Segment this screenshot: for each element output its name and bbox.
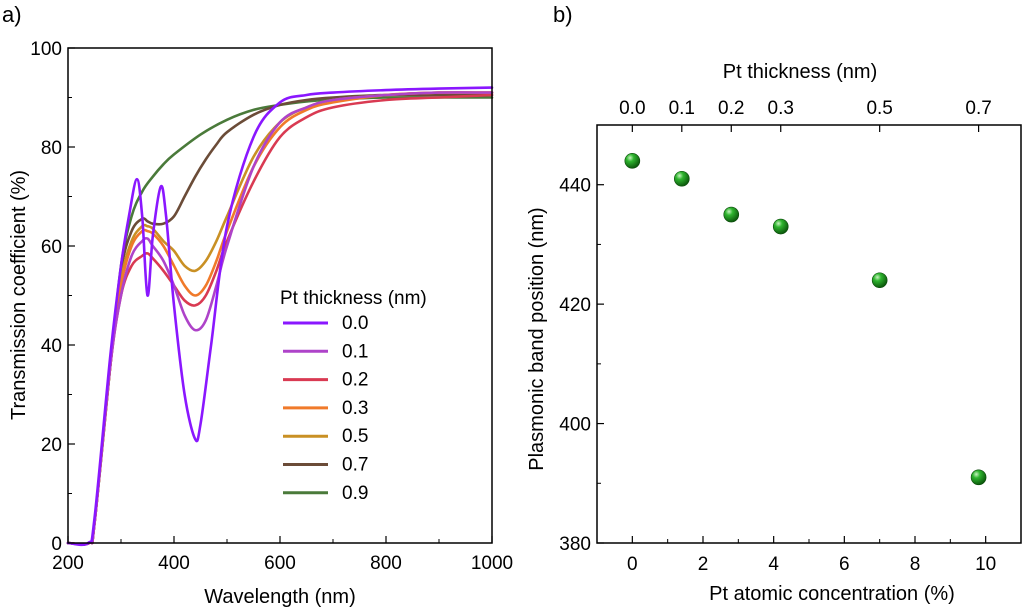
transmission-y-tick-label: 60 <box>41 237 62 258</box>
series-line-0.1 <box>66 91 494 546</box>
plasmon-x-tick-label: 6 <box>839 554 850 575</box>
transmission-y-tick-label: 0 <box>51 534 62 555</box>
plasmon-x-tick-label: 2 <box>698 554 709 575</box>
transmission-axis-ticks: 200 400 600 800 1000 0 20 40 60 80 100 <box>30 39 513 574</box>
panel-a-label: a) <box>2 2 22 27</box>
scatter-point <box>970 469 987 486</box>
plasmon-y-tick-label: 380 <box>559 534 591 555</box>
plasmon-y-tick-label: 400 <box>559 415 591 436</box>
plasmon-top-axis-label: Pt thickness (nm) <box>723 61 877 83</box>
transmission-y-tick-label: 40 <box>41 336 62 357</box>
legend-entry-label: 0.2 <box>342 370 368 391</box>
transmission-y-tick-label: 20 <box>41 435 62 456</box>
transmission-y-tick-label: 100 <box>30 39 62 60</box>
scatter-point <box>723 206 740 223</box>
transmission-y-axis-label: Transmission coefficient (%) <box>8 170 30 420</box>
scatter-point <box>772 218 789 235</box>
series-line-0.0 <box>66 86 494 547</box>
transmission-plot-frame <box>67 47 493 544</box>
legend-entry-label: 0.1 <box>342 341 368 362</box>
scatter-point <box>871 272 888 289</box>
plasmon-top-tick-label: 0.0 <box>619 98 645 119</box>
plasmon-y-axis-label: Plasmonic band position (nm) <box>526 207 548 470</box>
series-line-0.9 <box>66 96 494 546</box>
series-line-0.7 <box>66 93 494 546</box>
legend-title: Pt thickness (nm) <box>280 288 427 309</box>
transmission-x-tick-label: 400 <box>158 553 190 574</box>
panel-b-label: b) <box>553 2 573 27</box>
plasmon-top-tick-label: 0.3 <box>768 98 794 119</box>
transmission-legend: Pt thickness (nm) 0.0 0.1 0.2 0.3 0.5 0.7 0.9 <box>280 288 427 504</box>
plasmon-x-tick-label: 8 <box>910 554 921 575</box>
plasmon-top-tick-label: 0.5 <box>866 98 892 119</box>
plasmon-y-tick-label: 420 <box>559 295 591 316</box>
transmission-x-tick-label: 800 <box>370 553 402 574</box>
scatter-point <box>624 153 641 169</box>
transmission-x-tick-label: 600 <box>264 553 296 574</box>
transmission-x-tick-label: 200 <box>52 553 84 574</box>
plasmon-top-tick-label: 0.7 <box>965 98 991 119</box>
legend-entry-label: 0.0 <box>342 313 368 334</box>
plasmon-x-tick-label: 0 <box>627 554 638 575</box>
plasmon-data-points <box>624 153 987 486</box>
series-line-0.2 <box>66 93 494 546</box>
plasmon-plot-frame <box>596 124 1022 544</box>
legend-entry-label: 0.5 <box>342 426 368 447</box>
plasmon-top-tick-label: 0.2 <box>718 98 744 119</box>
transmission-y-tick-label: 80 <box>41 138 62 159</box>
legend-entry-label: 0.3 <box>342 398 368 419</box>
plasmon-top-tick-label: 0.1 <box>669 98 695 119</box>
legend-entry-label: 0.9 <box>342 483 368 504</box>
scatter-point <box>673 170 690 187</box>
plasmon-x-tick-label: 10 <box>975 554 996 575</box>
series-line-0.5 <box>66 91 494 546</box>
legend-entry-label: 0.7 <box>342 455 368 476</box>
plasmon-axis-ticks: 0 2 4 6 8 10 380 400 420 440 0.0 0.1 0.2 0.3 0.5 0.7 <box>559 98 1022 575</box>
plasmon-y-tick-label: 440 <box>559 176 591 197</box>
transmission-x-tick-label: 1000 <box>471 553 513 574</box>
transmission-chart: 200 400 600 800 1000 0 20 40 60 80 100 Wavelength … <box>8 39 513 608</box>
plasmon-x-tick-label: 4 <box>768 554 779 575</box>
transmission-series-lines <box>66 86 494 547</box>
plasmon-x-axis-label: Pt atomic concentration (%) <box>709 583 955 605</box>
transmission-x-axis-label: Wavelength (nm) <box>204 586 356 608</box>
series-line-0.3 <box>66 91 494 546</box>
plasmon-band-chart: 0 2 4 6 8 10 380 400 420 440 0.0 0.1 0.2 0.3 0.5 0.7 Pt… <box>526 61 1022 605</box>
